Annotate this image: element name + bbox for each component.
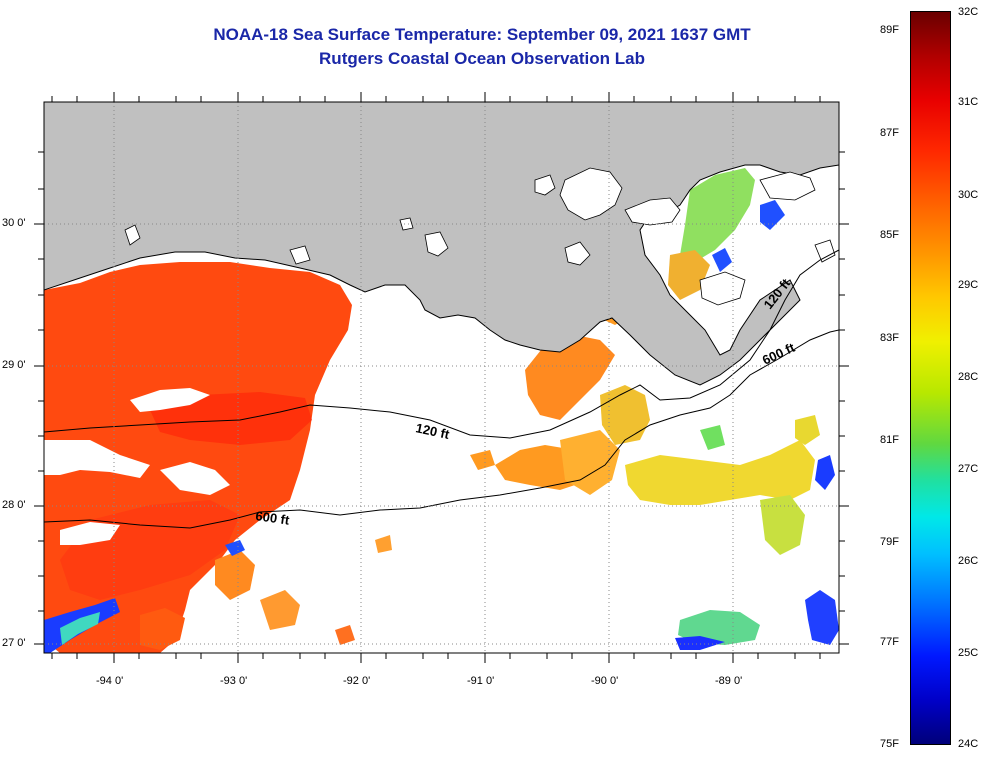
sst-patch-central	[600, 385, 650, 445]
lon-tick-label: -90 0'	[591, 675, 619, 687]
lake	[559, 167, 623, 221]
lake	[534, 174, 556, 196]
colorbar-celsius-label: 28C	[958, 371, 979, 383]
sst-patch-east	[795, 415, 820, 445]
contour-600ft	[44, 329, 839, 529]
lat-tick-label: 29 0'	[2, 359, 26, 371]
lon-tick-label: -89 0'	[715, 675, 743, 687]
lake	[399, 217, 414, 231]
colorbar-fahrenheit-label: 79F	[880, 536, 899, 548]
map-grid	[44, 102, 839, 653]
colorbar-fahrenheit-label: 77F	[880, 636, 899, 648]
sst-region-west-deep	[150, 392, 312, 445]
cloud-gap	[44, 440, 150, 478]
lat-tick-label: 30 0'	[2, 217, 26, 229]
sst-patch-east	[625, 440, 815, 505]
colorbar-celsius-label: 30C	[958, 189, 979, 201]
sst-patch	[215, 550, 255, 600]
map-title: NOAA-18 Sea Surface Temperature: Septemb…	[213, 25, 751, 44]
sst-cold-patch	[815, 455, 835, 490]
contour-label: 600 ft	[255, 508, 291, 528]
colorbar-fahrenheit-label: 87F	[880, 127, 899, 139]
contour-label: 120 ft	[414, 420, 451, 442]
colorbar-fahrenheit-label: 81F	[880, 434, 899, 446]
sst-cold-patch	[712, 248, 732, 272]
cloud-gap	[160, 462, 230, 495]
colorbar-celsius-label: 32C	[958, 6, 979, 18]
axis-ticks	[34, 92, 849, 663]
colorbar-celsius-label: 26C	[958, 555, 979, 567]
sst-patch-northeast	[668, 250, 710, 300]
sst-patch-central	[560, 430, 620, 495]
sst-patch-central	[470, 450, 495, 470]
sst-patch-northeast	[680, 168, 755, 262]
lake	[699, 271, 746, 306]
sst-patch	[140, 608, 185, 650]
sst-cold-edge	[225, 540, 245, 556]
sst-patch-central	[525, 335, 615, 420]
lon-tick-label: -93 0'	[220, 675, 248, 687]
sst-cold-patch	[760, 200, 785, 230]
lon-tick-label: -91 0'	[467, 675, 495, 687]
lon-tick-label: -92 0'	[343, 675, 371, 687]
sst-patch	[335, 625, 355, 645]
lat-tick-label: 27 0'	[2, 637, 26, 649]
sst-patch	[375, 535, 392, 553]
contour-120ft	[44, 249, 839, 439]
sst-patch-east	[760, 495, 805, 555]
lake	[759, 171, 816, 201]
colorbar-celsius-label: 27C	[958, 463, 979, 475]
colorbar-fahrenheit-label: 89F	[880, 24, 899, 36]
lat-tick-label: 28 0'	[2, 499, 26, 511]
colorbar-fahrenheit-label: 75F	[880, 738, 899, 750]
sst-patch	[260, 590, 300, 630]
cloud-gap	[60, 522, 120, 545]
colorbar-celsius-label: 24C	[958, 738, 979, 750]
sst-cold-patch	[805, 590, 839, 645]
temperature-colorbar	[910, 11, 951, 745]
colorbar-fahrenheit-label: 83F	[880, 332, 899, 344]
lake	[564, 241, 591, 266]
lake	[124, 224, 141, 246]
sst-cold-patch	[675, 636, 725, 650]
colorbar-celsius-label: 25C	[958, 647, 979, 659]
map-subtitle: Rutgers Coastal Ocean Observation Lab	[319, 49, 645, 68]
lake	[814, 239, 836, 263]
sst-cool-edge	[60, 612, 100, 645]
lake	[289, 245, 311, 265]
sst-patch-east	[700, 425, 725, 450]
lake	[424, 231, 449, 257]
lon-tick-label: -94 0'	[96, 675, 124, 687]
cloud-gap	[130, 388, 210, 412]
colorbar-celsius-label: 29C	[958, 279, 979, 291]
colorbar-fahrenheit-label: 85F	[880, 229, 899, 241]
map-frame	[43, 101, 840, 654]
colorbar-celsius-label: 31C	[958, 96, 979, 108]
lake	[624, 197, 681, 226]
